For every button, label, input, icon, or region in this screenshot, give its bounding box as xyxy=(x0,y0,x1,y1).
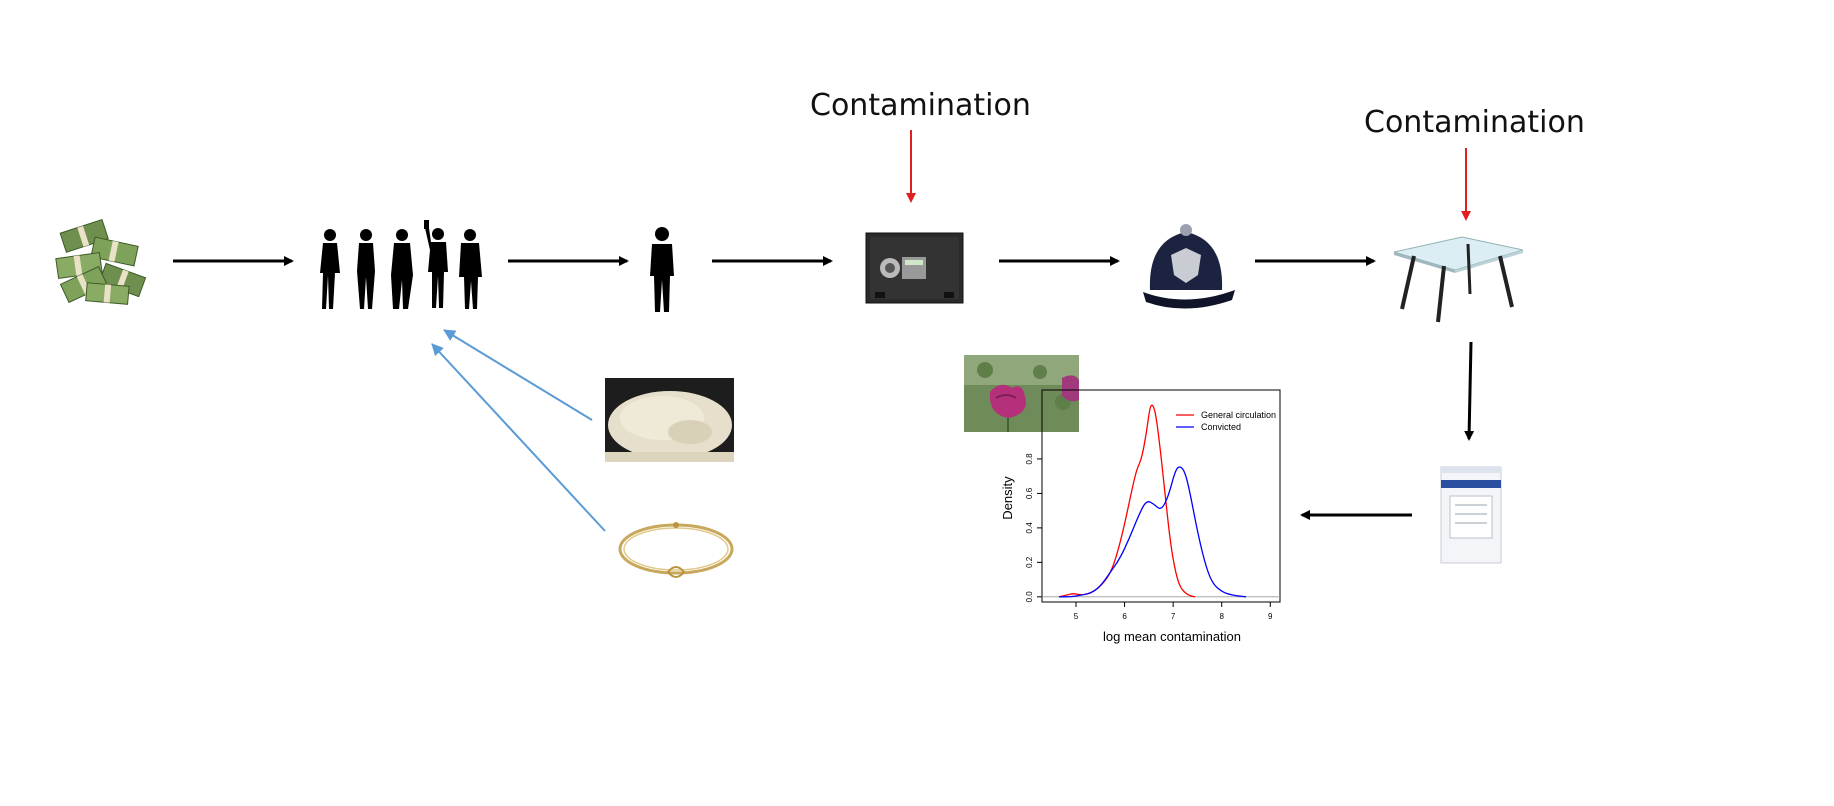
x-tick-label: 8 xyxy=(1219,612,1224,621)
evidence-bag-icon xyxy=(1440,466,1502,564)
bracelet-icon xyxy=(618,522,734,578)
series-line-convicted xyxy=(1058,466,1247,598)
cash-stack-icon xyxy=(55,219,147,305)
person-silhouette-icon xyxy=(650,227,674,312)
series-line-general-circulation xyxy=(1058,404,1196,598)
plot-frame xyxy=(1041,389,1281,603)
people-silhouettes-icon xyxy=(320,220,482,309)
y-tick-label: 0.8 xyxy=(1025,453,1034,465)
input-arrow-powder xyxy=(443,329,593,421)
powder-icon xyxy=(605,378,734,462)
x-tick-label: 9 xyxy=(1268,612,1273,621)
police-helmet-icon xyxy=(1143,224,1235,309)
x-tick-label: 6 xyxy=(1122,612,1127,621)
density-plot: 5 6 7 8 9 0.0 0.2 0.4 0.6 0.8 General circulation… xyxy=(1000,389,1281,644)
contamination-label-table: Contamination xyxy=(1364,105,1585,140)
y-tick-label: 0.2 xyxy=(1025,556,1034,568)
y-tick-label: 0.4 xyxy=(1025,522,1034,534)
contamination-label-safe: Contamination xyxy=(810,88,1031,123)
safe-icon xyxy=(865,232,964,304)
x-axis-label: log mean contamination xyxy=(1103,629,1241,644)
legend-label: Convicted xyxy=(1201,422,1241,432)
glass-table-icon xyxy=(1393,236,1524,323)
flow-arrow-table-bag xyxy=(1464,341,1475,441)
x-tick-label: 5 xyxy=(1074,612,1079,621)
x-tick-label: 7 xyxy=(1171,612,1176,621)
y-tick-label: 0.0 xyxy=(1025,591,1034,603)
y-tick-label: 0.6 xyxy=(1025,487,1034,499)
legend-label: General circulation xyxy=(1201,410,1276,420)
poppy-photo-icon xyxy=(964,355,1079,432)
input-arrow-bracelet xyxy=(431,343,606,532)
y-axis-label: Density xyxy=(1000,476,1015,520)
